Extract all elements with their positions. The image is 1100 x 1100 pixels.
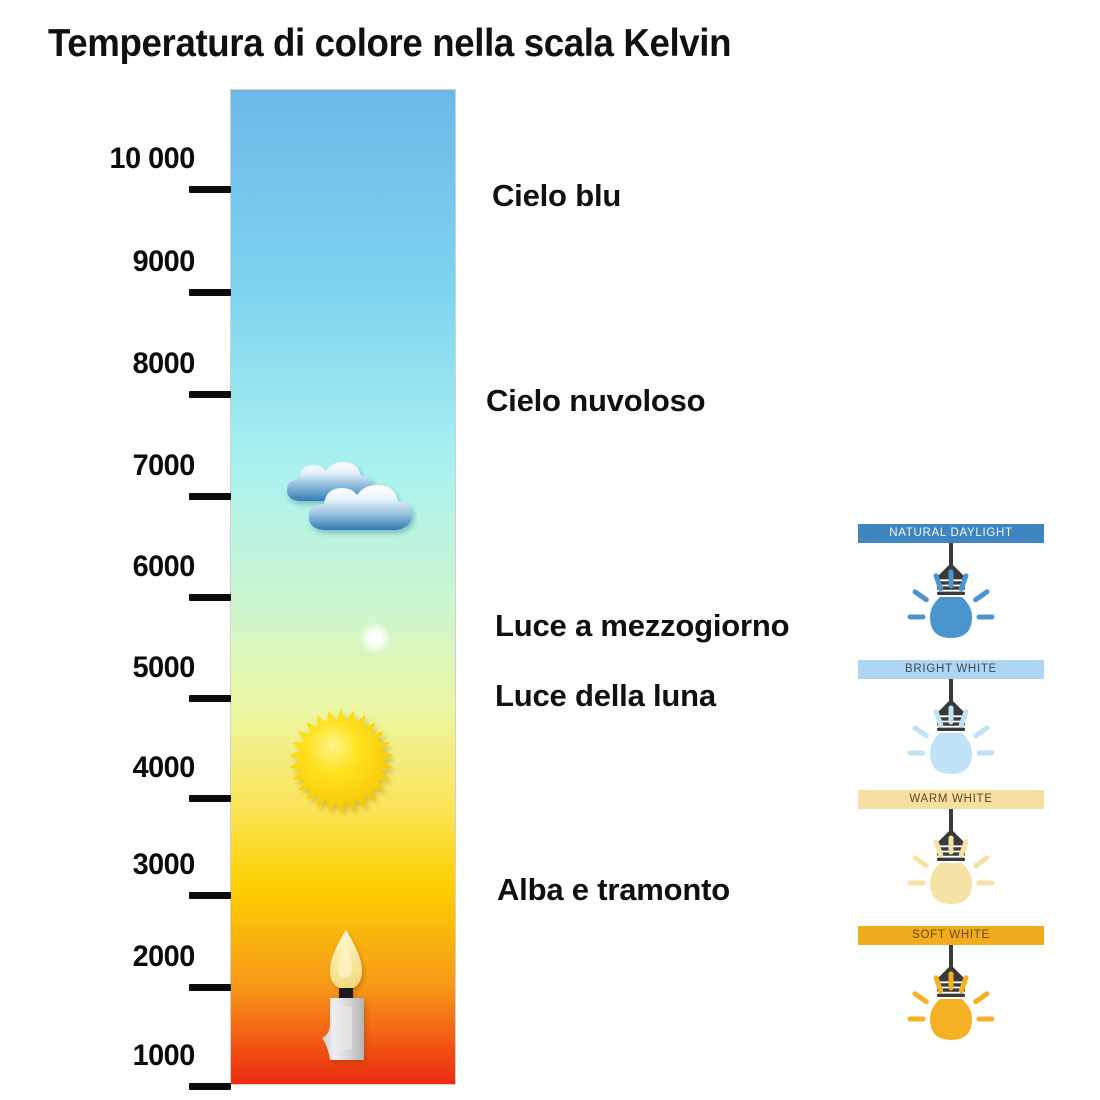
scene-label: Alba e tramonto <box>497 872 730 907</box>
candle-icon <box>322 930 364 1060</box>
axis-tick-label: 10 000 <box>109 142 196 175</box>
light-bulb-icon <box>907 945 995 1040</box>
axis-tick-label: 6000 <box>132 550 196 583</box>
bulb-legend-card[interactable]: NATURAL DAYLIGHT <box>858 524 1044 653</box>
light-bulb-icon <box>907 809 995 904</box>
bulb-illustration <box>858 945 1044 1055</box>
bulb-legend-card[interactable]: BRIGHT WHITE <box>858 660 1044 789</box>
axis-tick-label: 5000 <box>132 651 196 684</box>
bulb-legend-card[interactable]: WARM WHITE <box>858 790 1044 919</box>
axis-tick-mark <box>189 594 231 601</box>
page-title: Temperatura di colore nella scala Kelvin <box>48 22 732 65</box>
bulb-legend-column: NATURAL DAYLIGHT BRIGHT WHITE WARM WHITE SO… <box>858 520 1044 1080</box>
scene-label: Luce della luna <box>495 678 716 713</box>
axis-tick-mark <box>189 391 231 398</box>
axis-tick-label: 3000 <box>132 848 196 881</box>
bulb-illustration <box>858 679 1044 789</box>
axis-tick-mark <box>189 1083 231 1090</box>
kelvin-gradient-bar <box>231 90 455 1084</box>
axis-tick-mark <box>189 186 231 193</box>
light-bulb-icon <box>907 543 995 638</box>
bulb-legend-card[interactable]: SOFT WHITE <box>858 926 1044 1055</box>
bulb-legend-label: BRIGHT WHITE <box>858 660 1044 679</box>
scene-label: Cielo blu <box>492 178 622 213</box>
axis-tick-mark <box>189 289 231 296</box>
axis-tick-label: 2000 <box>132 940 196 973</box>
cloud-icon <box>287 462 412 530</box>
light-bulb-icon <box>907 679 995 774</box>
axis-tick-mark <box>189 695 231 702</box>
bulb-illustration <box>858 809 1044 919</box>
bulb-legend-label: WARM WHITE <box>858 790 1044 809</box>
axis-tick-label: 8000 <box>132 347 196 380</box>
bulb-legend-label: SOFT WHITE <box>858 926 1044 945</box>
axis-tick-mark <box>189 795 231 802</box>
bulb-illustration <box>858 543 1044 653</box>
axis-tick-mark <box>189 984 231 991</box>
axis-tick-label: 7000 <box>132 449 196 482</box>
moon-icon <box>360 623 390 653</box>
axis-tick-label: 1000 <box>132 1039 196 1072</box>
axis-tick-mark <box>189 892 231 899</box>
kelvin-scale-axis: 10 000 9000 8000 7000 6000 5000 4000 3000 2000 10… <box>0 0 231 1100</box>
scene-label: Luce a mezzogiorno <box>495 608 790 643</box>
bulb-legend-label: NATURAL DAYLIGHT <box>858 524 1044 543</box>
axis-tick-label: 4000 <box>132 751 196 784</box>
axis-tick-label: 9000 <box>132 245 196 278</box>
scene-label: Cielo nuvoloso <box>486 383 706 418</box>
axis-tick-mark <box>189 493 231 500</box>
sun-icon <box>289 709 393 813</box>
